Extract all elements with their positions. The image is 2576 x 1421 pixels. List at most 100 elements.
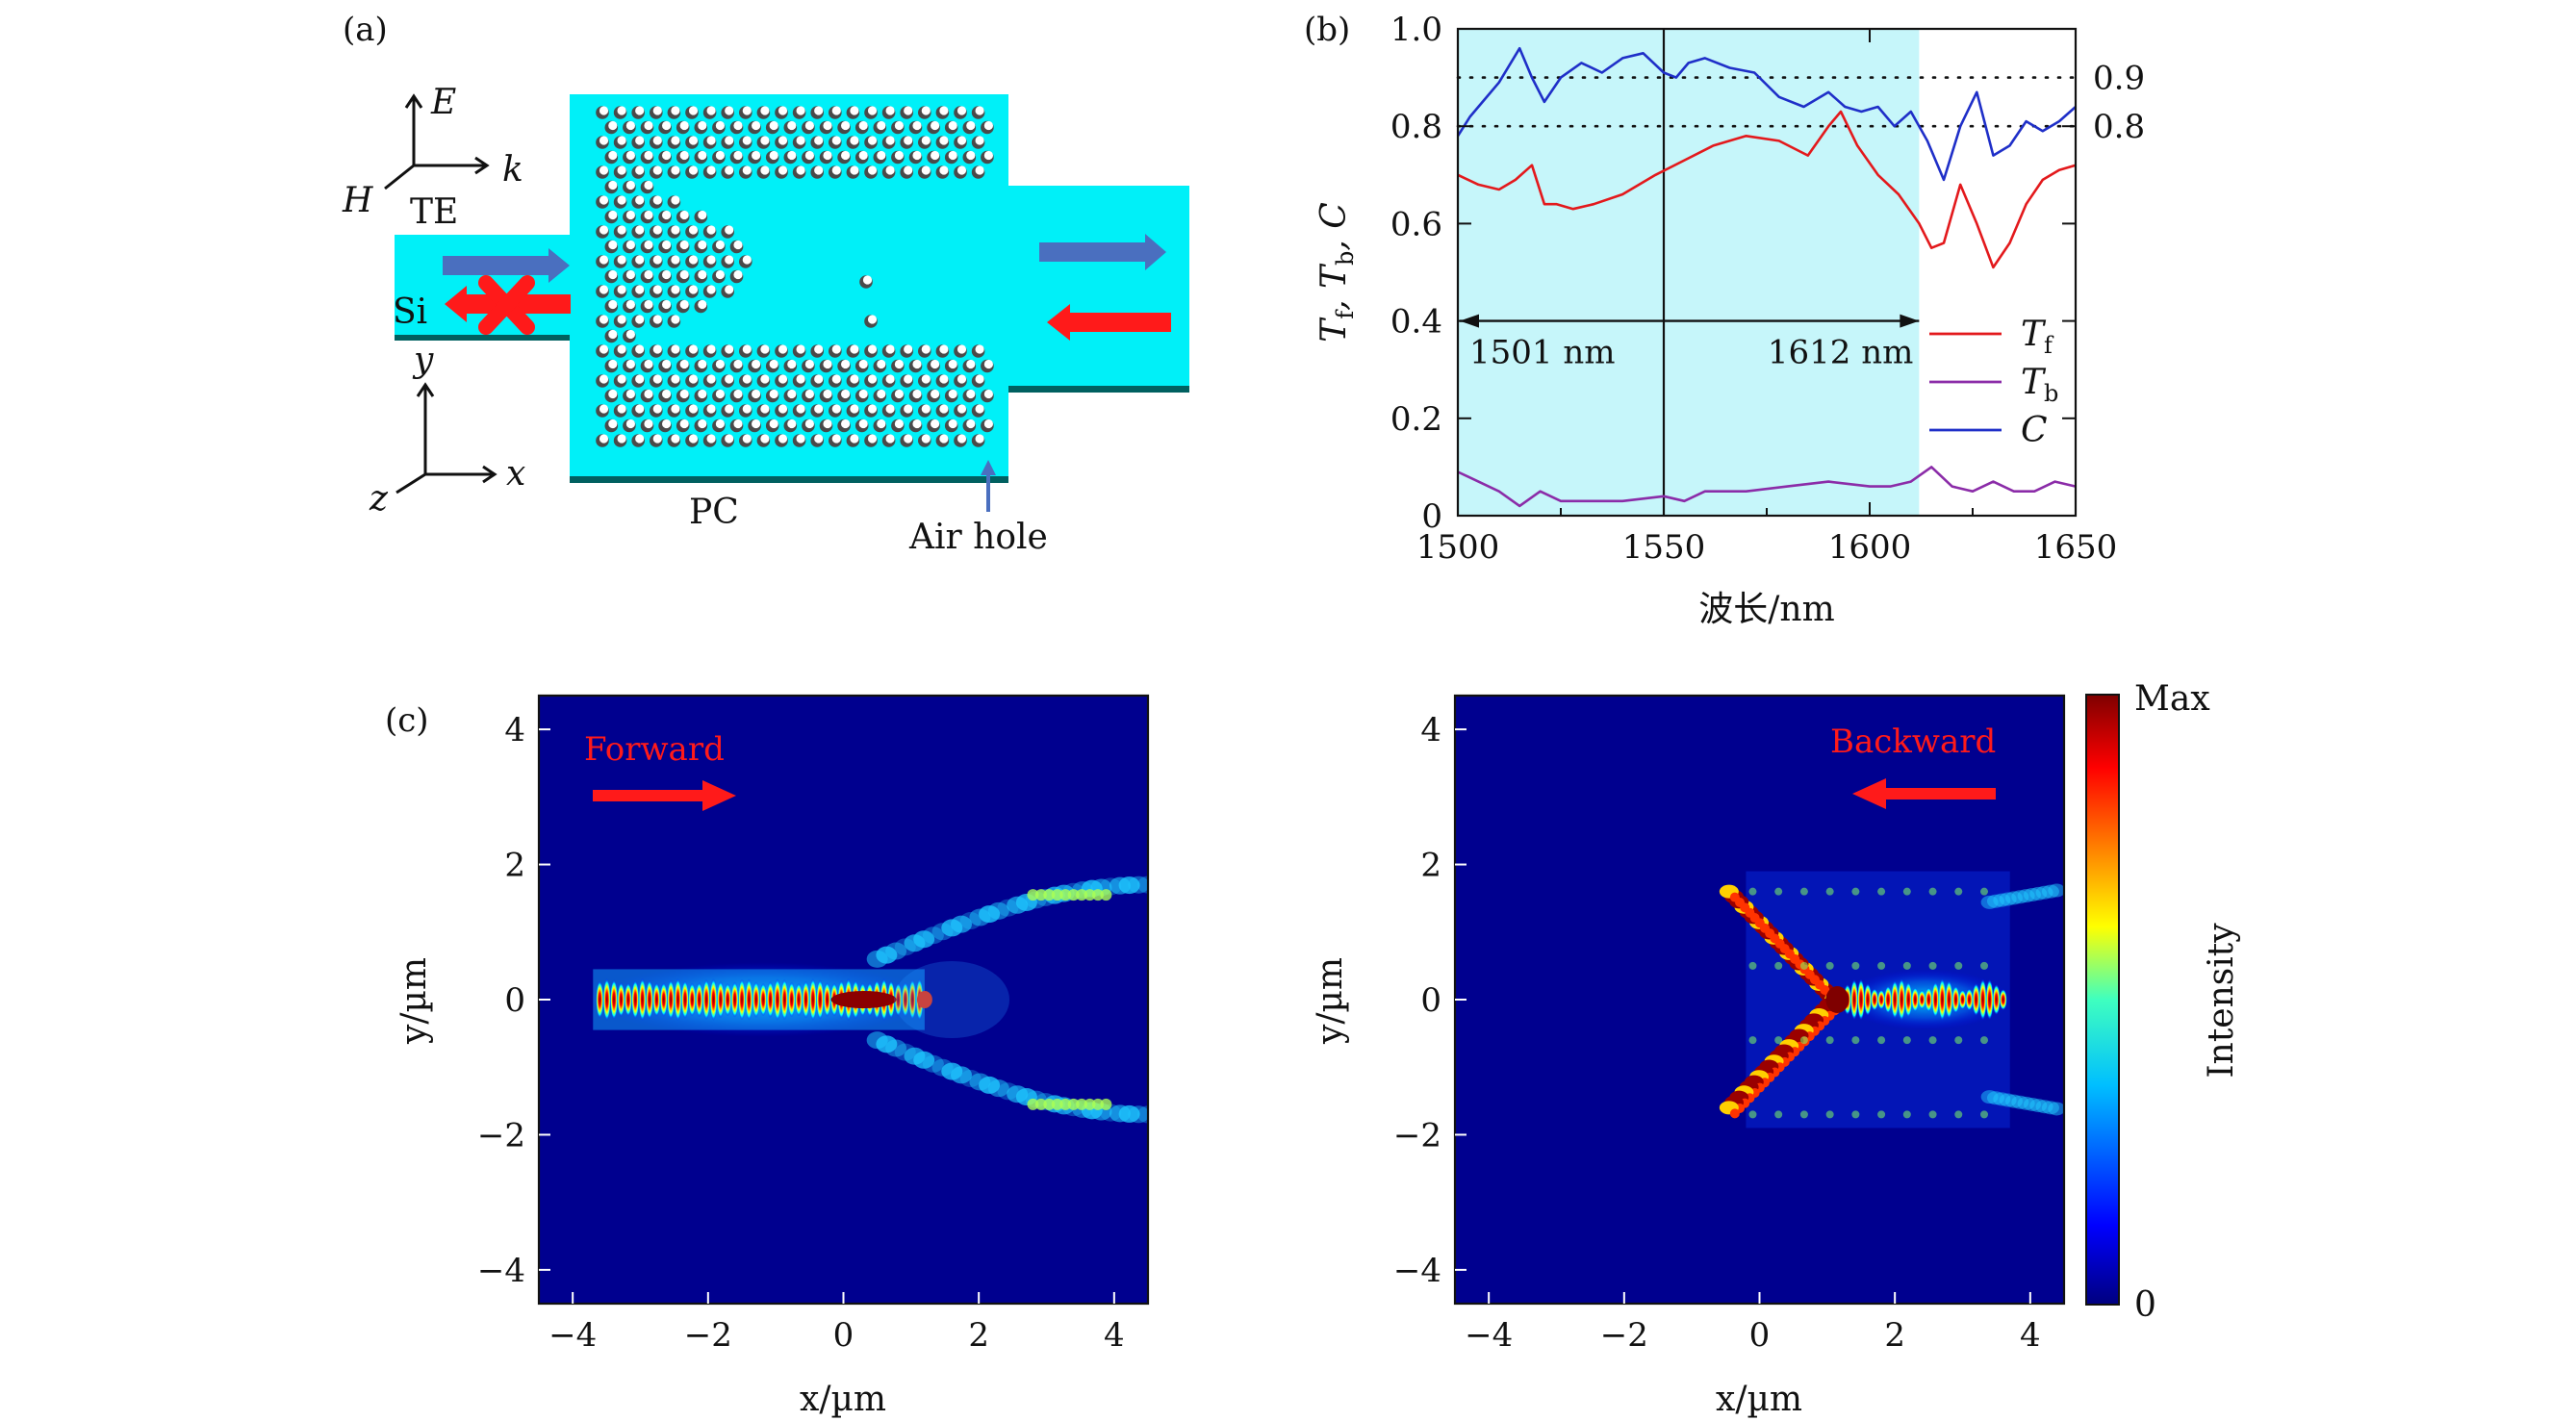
backward-hotspot: [1877, 989, 1886, 1010]
air-hole-highlight: [733, 359, 743, 369]
air-hole-highlight: [706, 255, 716, 265]
backward-hotspot: [1884, 985, 1893, 1014]
y-tick-label: 0.2: [1390, 400, 1442, 439]
forward-hotspot: [780, 978, 789, 1021]
x-tick-label: 1550: [1622, 528, 1706, 567]
forward-output-spot: [1027, 889, 1039, 901]
air-hole-highlight: [725, 344, 734, 354]
air-hole-highlight: [796, 136, 805, 145]
x-tick-label: 4: [2020, 1316, 2041, 1355]
air-hole-highlight: [877, 150, 886, 161]
backward-hotspot: [1992, 984, 2001, 1015]
air-hole-highlight: [877, 419, 886, 429]
air-hole-highlight: [688, 255, 699, 265]
air-hole-highlight: [948, 150, 957, 161]
air-hole-highlight: [814, 344, 824, 354]
air-hole-highlight: [671, 434, 680, 444]
air-hole-highlight: [706, 165, 716, 175]
air-hole-highlight: [688, 106, 699, 115]
air-hole-highlight: [760, 136, 770, 145]
backward-grid-spot: [1799, 887, 1808, 896]
air-hole-highlight: [608, 150, 618, 161]
air-hole-highlight: [706, 225, 716, 235]
backward-hotspot: [1985, 978, 1994, 1021]
air-hole-highlight: [912, 359, 922, 369]
field-axes: [384, 93, 490, 190]
air-hole-highlight: [778, 165, 788, 175]
air-hole-highlight: [796, 404, 805, 414]
forward-hotspot: [766, 980, 775, 1019]
air-hole-highlight: [742, 434, 752, 444]
forward-output-spot: [1076, 1098, 1088, 1110]
air-hole-highlight: [778, 106, 788, 115]
forward-branch-spot: [950, 915, 972, 933]
air-hole-highlight: [948, 120, 957, 131]
air-hole-highlight: [662, 269, 672, 280]
forward-branch-spot: [885, 942, 907, 960]
si-label: Si: [393, 292, 427, 332]
air-hole-highlight: [725, 404, 734, 414]
air-hole-highlight: [778, 136, 788, 145]
x-tick-label: −4: [548, 1316, 597, 1355]
air-hole-highlight: [823, 120, 832, 131]
air-hole-highlight: [921, 344, 931, 354]
series-line-Tf: [1457, 110, 2077, 269]
air-hole-highlight: [858, 150, 868, 161]
air-hole-highlight: [652, 195, 662, 205]
air-hole-highlight: [931, 150, 940, 161]
backward-grid-spot: [1980, 1110, 1989, 1119]
air-hole-highlight: [644, 389, 653, 399]
air-hole-highlight: [983, 150, 993, 161]
air-hole-highlight: [742, 255, 752, 265]
air-hole-highlight: [599, 106, 609, 115]
air-hole-highlight: [760, 374, 770, 384]
air-hole-highlight: [662, 389, 672, 399]
backward-hotspot: [1931, 981, 1940, 1018]
forward-hotspot: [745, 978, 753, 1021]
air-hole-highlight: [635, 165, 645, 175]
forward-hotspot: [596, 980, 604, 1019]
air-hole-highlight: [760, 434, 770, 444]
air-hole-highlight: [796, 374, 805, 384]
forward-branch-spot: [922, 926, 944, 945]
air-hole-highlight: [644, 240, 653, 250]
air-hole-highlight: [939, 136, 949, 145]
backward-title: Backward: [1830, 723, 1996, 761]
air-hole-highlight: [698, 419, 707, 429]
air-hole-highlight: [617, 285, 626, 294]
air-hole-highlight: [904, 404, 913, 414]
y-tick-label: 4: [1420, 711, 1441, 749]
forward-hotspot: [667, 979, 676, 1020]
air-hole-highlight: [644, 120, 653, 131]
backward-hotspot: [1911, 987, 1920, 1012]
backward-y-label: y/µm: [1311, 957, 1350, 1045]
air-hole-highlight: [769, 419, 778, 429]
forward-branch-spot: [913, 1051, 935, 1069]
air-hole-highlight: [975, 344, 984, 354]
backward-streak-dot: [1729, 1108, 1740, 1119]
backward-grid-spot: [1825, 887, 1834, 896]
air-hole-highlight: [662, 359, 672, 369]
air-hole-highlight: [617, 255, 626, 265]
air-hole-highlight: [625, 120, 636, 131]
colorbar-title: Intensity: [2202, 923, 2241, 1078]
air-hole-highlight: [850, 106, 859, 115]
air-hole-highlight: [850, 344, 859, 354]
air-hole-pointer-icon: [981, 460, 996, 512]
schematic-panel: (a) E k H TE Si: [342, 11, 1189, 557]
blocked-cross-icon: [478, 275, 535, 335]
air-hole-highlight: [975, 434, 984, 444]
air-hole-highlight: [796, 165, 805, 175]
air-hole-highlight: [742, 344, 752, 354]
air-hole-highlight: [608, 389, 618, 399]
air-hole-highlight: [635, 374, 645, 384]
air-hole-highlight: [625, 359, 636, 369]
air-hole-highlight: [742, 404, 752, 414]
forward-output-spot: [1091, 889, 1104, 901]
air-hole-highlight: [867, 106, 878, 115]
x-tick-label: −2: [684, 1316, 732, 1355]
air-hole-highlight: [725, 374, 734, 384]
forward-output-spot: [1034, 889, 1047, 901]
forward-output-spot: [1043, 1098, 1056, 1110]
air-hole-highlight: [983, 120, 993, 131]
